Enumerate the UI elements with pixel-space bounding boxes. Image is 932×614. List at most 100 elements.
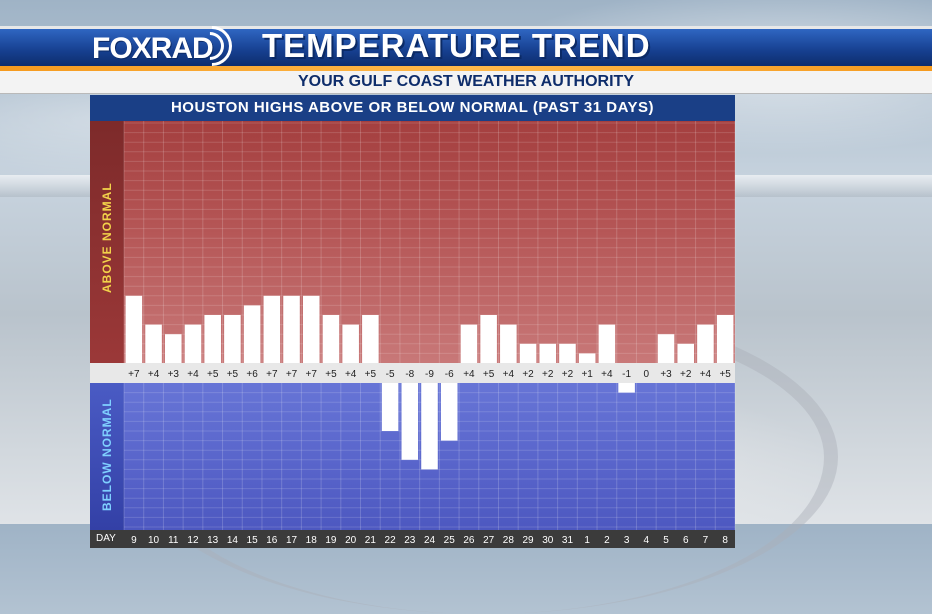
bar-below-3	[618, 383, 635, 393]
bar-above-30	[539, 343, 557, 363]
day-tick-label: 11	[168, 535, 179, 546]
value-label: +4	[345, 369, 357, 380]
bar-above-28	[500, 324, 517, 363]
day-tick-label: 9	[131, 535, 137, 546]
bar-below-22	[381, 383, 399, 431]
day-tick-label: 28	[503, 535, 515, 546]
day-tick-label: 31	[562, 535, 574, 546]
bar-above-15	[243, 305, 261, 363]
day-tick-label: 24	[424, 535, 436, 546]
value-label: +4	[601, 369, 613, 380]
value-label: +4	[463, 369, 475, 380]
day-tick-label: 20	[345, 535, 357, 546]
day-tick-label: 27	[483, 535, 495, 546]
bar-above-17	[283, 295, 300, 363]
day-tick-label: 29	[522, 535, 534, 546]
day-tick-label: 26	[463, 535, 475, 546]
value-label: -6	[445, 369, 454, 380]
value-label: 0	[644, 369, 650, 380]
day-tick-label: 14	[227, 535, 239, 546]
bar-above-14	[224, 315, 241, 363]
day-tick-label: 6	[683, 535, 689, 546]
day-tick-label: 25	[444, 535, 456, 546]
bar-above-10	[145, 324, 162, 363]
page-subtitle: YOUR GULF COAST WEATHER AUTHORITY	[0, 71, 932, 93]
day-tick-label: 22	[385, 535, 397, 546]
bar-below-23	[401, 383, 419, 460]
bar-above-27	[480, 315, 497, 363]
bar-above-12	[184, 324, 202, 363]
below-normal-sidebar: BELOW NORMAL	[90, 383, 124, 530]
day-tick-label: 1	[584, 535, 590, 546]
page-title: TEMPERATURE TREND	[262, 27, 651, 64]
day-tick-label: 23	[404, 535, 416, 546]
day-tick-label: 16	[266, 535, 278, 546]
value-label: +4	[148, 369, 160, 380]
value-label: +5	[365, 369, 377, 380]
value-label: +3	[660, 369, 672, 380]
bar-above-7	[697, 324, 714, 363]
day-tick-label: 4	[644, 535, 650, 546]
subtitle-text: YOUR GULF COAST WEATHER AUTHORITY	[298, 73, 634, 90]
value-label: +7	[128, 369, 140, 380]
above-normal-sidebar: ABOVE NORMAL	[90, 121, 124, 363]
bar-above-29	[519, 343, 537, 363]
bar-above-2	[598, 324, 616, 363]
day-tick-label: 13	[207, 535, 219, 546]
header-accent-stripe	[0, 66, 932, 71]
value-label: +4	[700, 369, 712, 380]
value-label: -8	[405, 369, 414, 380]
bar-above-18	[302, 295, 320, 363]
value-label: +2	[522, 369, 534, 380]
chart-plot-svg: +7 9 +4 1 0 +3 11 +4 12 +5 13 +5 14 +6 15 +7 16 +7 17 +7 18 +…	[123, 121, 736, 546]
bar-above-8	[716, 315, 734, 363]
day-tick-label: 21	[365, 535, 377, 546]
bar-above-26	[460, 324, 478, 363]
logo-text: FOXRAD	[92, 32, 214, 65]
value-label: +4	[187, 369, 199, 380]
value-label: +3	[168, 369, 180, 380]
value-label: +7	[286, 369, 298, 380]
bar-above-9	[125, 295, 143, 363]
bar-below-24	[421, 383, 438, 470]
bar-above-31	[559, 343, 576, 363]
day-tick-label: 5	[663, 535, 669, 546]
chart-title: HOUSTON HIGHS ABOVE OR BELOW NORMAL (PAS…	[90, 95, 735, 121]
value-label: +6	[246, 369, 258, 380]
bar-above-21	[362, 315, 379, 363]
day-tick-label: 2	[604, 535, 610, 546]
foxrad-logo: FOXRAD	[92, 17, 242, 75]
value-label: +7	[266, 369, 278, 380]
value-label: +4	[503, 369, 515, 380]
value-label: +5	[483, 369, 495, 380]
value-label: +2	[542, 369, 554, 380]
value-label: +5	[719, 369, 731, 380]
value-label: +7	[306, 369, 318, 380]
bar-above-1	[578, 353, 596, 363]
value-label: +2	[562, 369, 574, 380]
day-tick-label: 18	[306, 535, 318, 546]
value-label: +5	[325, 369, 337, 380]
day-tick-label: 15	[247, 535, 259, 546]
value-label: -1	[622, 369, 631, 380]
value-label: -5	[386, 369, 395, 380]
day-tick-label: 17	[286, 535, 298, 546]
temperature-chart: HOUSTON HIGHS ABOVE OR BELOW NORMAL (PAS…	[90, 95, 736, 548]
bar-above-20	[342, 324, 359, 363]
bar-above-19	[322, 315, 340, 363]
value-label: +1	[581, 369, 593, 380]
subheader-bar	[0, 71, 932, 94]
value-label: +2	[680, 369, 692, 380]
day-tick-label: 7	[703, 535, 709, 546]
bar-above-11	[164, 334, 182, 363]
bar-above-6	[677, 343, 695, 363]
value-label: +5	[207, 369, 219, 380]
bar-below-25	[440, 383, 458, 441]
value-label: +5	[227, 369, 239, 380]
day-tick-label: 30	[542, 535, 554, 546]
day-tick-label: 8	[722, 535, 728, 546]
value-label-row	[90, 363, 735, 383]
value-label: -9	[425, 369, 434, 380]
day-tick-label: 19	[325, 535, 337, 546]
day-tick-label: 12	[187, 535, 199, 546]
